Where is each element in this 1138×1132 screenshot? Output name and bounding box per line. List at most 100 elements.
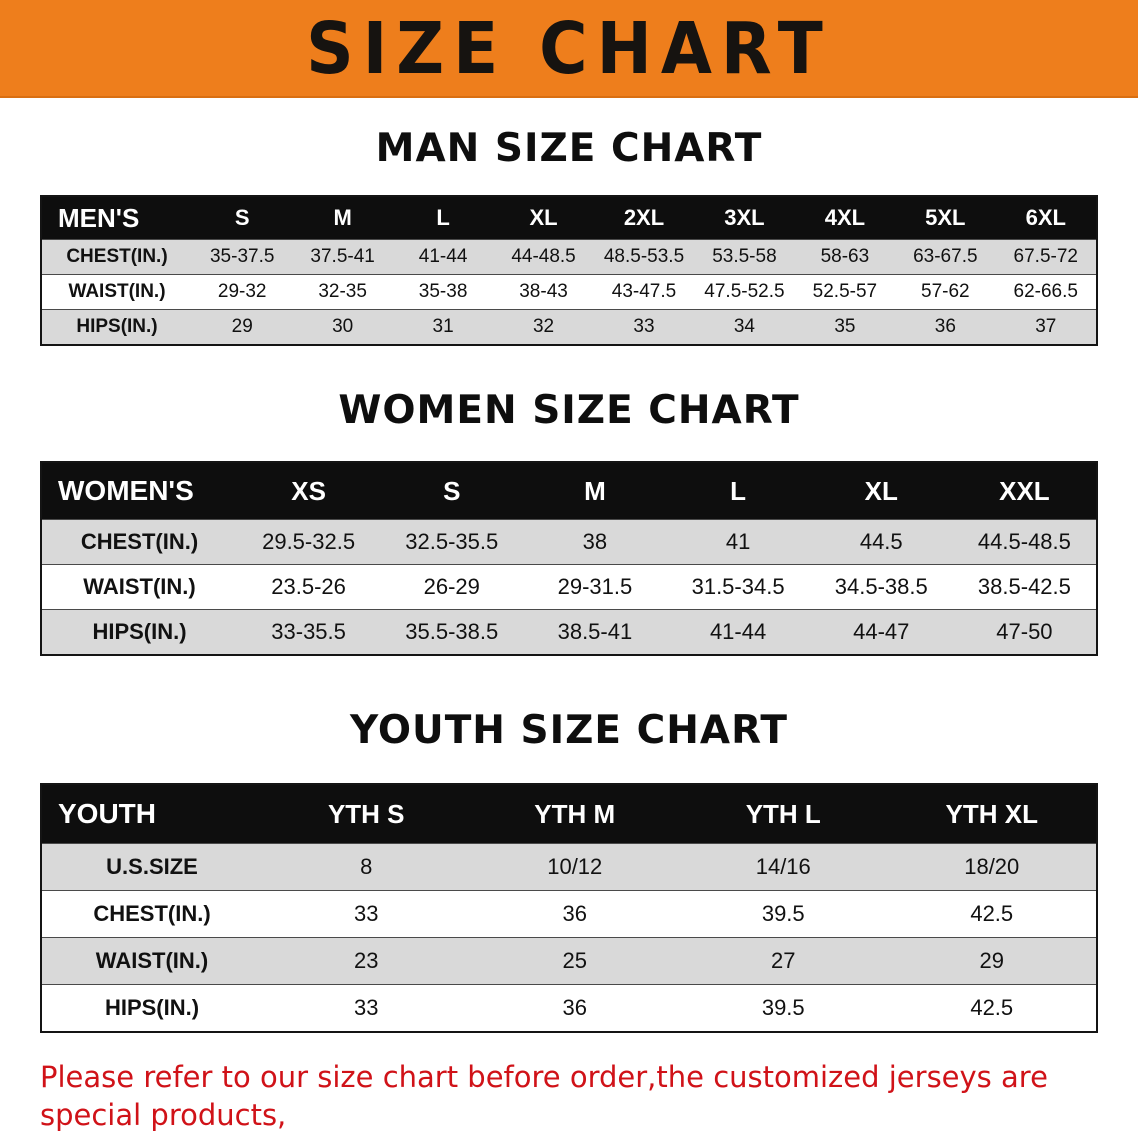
row-label: WAIST(IN.)	[83, 574, 196, 599]
table-header-row: YOUTH YTH S YTH M YTH L YTH XL	[42, 785, 1096, 843]
row-label: WAIST(IN.)	[95, 948, 209, 973]
table-cell: 10/12	[547, 854, 603, 879]
table-cell: 63-67.5	[913, 246, 978, 267]
row-label: HIPS(IN.)	[76, 316, 158, 337]
table-cell: 34	[733, 316, 755, 337]
column-header: YTH M	[534, 798, 616, 829]
column-header: XL	[529, 205, 558, 230]
table-cell: 29-32	[217, 281, 267, 302]
content-area: MAN SIZE CHART MEN'S S M L XL 2XL 3XL 4XL 5XL 6XL…	[0, 98, 1138, 1033]
table-cell: 31	[432, 316, 454, 337]
table-cell: 18/20	[964, 854, 1020, 879]
column-header: YTH L	[745, 798, 821, 829]
table-cell: 44.5-48.5	[977, 529, 1071, 554]
column-header: 4XL	[824, 205, 866, 230]
column-header: YTH XL	[945, 798, 1038, 829]
column-header: S	[234, 205, 250, 230]
table-cell: 38-43	[519, 281, 568, 302]
table-row: HIPS(IN.) 33-35.5 35.5-38.5 38.5-41 41-44 44-…	[42, 609, 1096, 654]
table-row: CHEST(IN.) 35-37.5 37.5-41 41-44 44-48.5 48.5…	[42, 239, 1096, 274]
table-cell: 41-44	[418, 246, 468, 267]
table-cell: 35	[834, 316, 856, 337]
table-cell: 29	[231, 316, 253, 337]
table-cell: 41	[725, 529, 751, 554]
row-label: U.S.SIZE	[106, 854, 198, 879]
table-row: WAIST(IN.) 29-32 32-35 35-38 38-43 43-47.5 47.…	[42, 274, 1096, 309]
table-cell: 37	[1035, 316, 1057, 337]
table-cell: 8	[360, 854, 373, 879]
table-header-label: MEN'S	[58, 202, 140, 233]
table-cell: 42.5	[970, 901, 1014, 926]
table-cell: 58-63	[820, 246, 870, 267]
column-header: XXL	[999, 475, 1050, 506]
column-header: 2XL	[623, 205, 665, 230]
table-cell: 23	[354, 948, 379, 973]
table-cell: 44.5	[859, 529, 903, 554]
table-cell: 35-38	[418, 281, 468, 302]
table-cell: 36	[562, 901, 587, 926]
table-row: CHEST(IN.) 33 36 39.5 42.5	[42, 890, 1096, 937]
table-cell: 14/16	[755, 854, 811, 879]
table-cell: 47-50	[996, 619, 1053, 644]
table-cell: 42.5	[970, 995, 1014, 1020]
table-cell: 37.5-41	[310, 246, 375, 267]
table-header-row: MEN'S S M L XL 2XL 3XL 4XL 5XL 6XL	[42, 197, 1096, 239]
row-label: CHEST(IN.)	[66, 246, 168, 267]
table-cell: 32-35	[318, 281, 367, 302]
youth-size-table: YOUTH YTH S YTH M YTH L YTH XL U.S.SIZE 8 10/12…	[40, 783, 1098, 1033]
table-cell: 53.5-58	[712, 246, 777, 267]
table-cell: 39.5	[761, 901, 805, 926]
table-cell: 23.5-26	[271, 574, 346, 599]
column-header: S	[443, 475, 461, 506]
youth-section-heading: YOUTH SIZE CHART	[350, 708, 788, 753]
table-row: WAIST(IN.) 23.5-26 26-29 29-31.5 31.5-34.5 34…	[42, 564, 1096, 609]
table-row: U.S.SIZE 8 10/12 14/16 18/20	[42, 843, 1096, 890]
column-header: 3XL	[724, 205, 765, 230]
column-header: XL	[864, 475, 898, 506]
table-cell: 33	[354, 901, 379, 926]
table-row: CHEST(IN.) 29.5-32.5 32.5-35.5 38 41 44.5 44.5…	[42, 519, 1096, 564]
column-header: M	[333, 205, 352, 230]
table-cell: 62-66.5	[1013, 281, 1078, 302]
table-cell: 36	[562, 995, 587, 1020]
women-section-heading: WOMEN SIZE CHART	[338, 388, 800, 433]
table-cell: 44-47	[853, 619, 910, 644]
row-label: CHEST(IN.)	[93, 901, 211, 926]
column-header: L	[730, 475, 747, 506]
table-cell: 35.5-38.5	[405, 619, 499, 644]
table-cell: 38.5-42.5	[977, 574, 1071, 599]
column-header: L	[436, 205, 450, 230]
table-cell: 25	[562, 948, 587, 973]
table-cell: 32.5-35.5	[405, 529, 499, 554]
table-cell: 44-48.5	[511, 246, 576, 267]
table-cell: 26-29	[423, 574, 480, 599]
table-row: WAIST(IN.) 23 25 27 29	[42, 937, 1096, 984]
table-cell: 48.5-53.5	[603, 246, 685, 267]
table-cell: 27	[771, 948, 796, 973]
table-row: HIPS(IN.) 33 36 39.5 42.5	[42, 984, 1096, 1031]
women-size-table: WOMEN'S XS S M L XL XXL CHEST(IN.) 29.5-32.5 32.5…	[40, 461, 1098, 656]
table-cell: 33	[354, 995, 379, 1020]
table-cell: 29-31.5	[557, 574, 633, 599]
table-cell: 32	[532, 316, 555, 337]
page-title: SIZE CHART	[306, 6, 832, 90]
table-cell: 33	[633, 316, 655, 337]
table-row: HIPS(IN.) 29 30 31 32 33 34 35 36 37	[42, 309, 1096, 344]
row-label: HIPS(IN.)	[92, 619, 187, 644]
table-cell: 39.5	[761, 995, 805, 1020]
footer-note-line1: Please refer to our size chart before or…	[40, 1060, 1048, 1132]
table-cell: 30	[332, 316, 354, 337]
table-cell: 41-44	[709, 619, 767, 644]
table-cell: 29.5-32.5	[262, 529, 356, 554]
table-cell: 52.5-57	[812, 281, 878, 302]
table-cell: 35-37.5	[209, 246, 275, 267]
table-cell: 43-47.5	[611, 281, 677, 302]
table-cell: 38	[582, 529, 608, 554]
table-header-row: WOMEN'S XS S M L XL XXL	[42, 463, 1096, 519]
column-header: 6XL	[1025, 205, 1066, 230]
table-header-label: WOMEN'S	[58, 475, 194, 506]
footer-note: Please refer to our size chart before or…	[0, 1033, 1138, 1132]
row-label: WAIST(IN.)	[68, 281, 166, 302]
table-cell: 57-62	[921, 281, 970, 302]
table-header-label: YOUTH	[58, 798, 156, 829]
